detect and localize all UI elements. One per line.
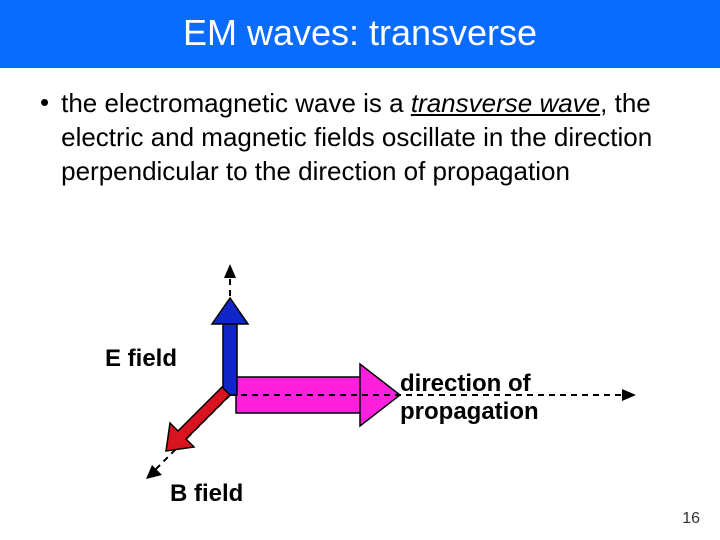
bullet-pre: the electromagnetic wave is a <box>61 88 411 118</box>
propagation-label-line2: propagation <box>400 398 539 426</box>
slide: EM waves: transverse • the electromagnet… <box>0 0 720 540</box>
diagram-svg <box>0 260 720 520</box>
propagation-label-line1: direction of <box>400 370 531 398</box>
title-bar: EM waves: transverse <box>0 0 720 68</box>
bullet-emph: transverse wave <box>411 88 600 118</box>
page-number: 16 <box>682 510 700 528</box>
e-field-label: E field <box>105 345 177 373</box>
b-field-label: B field <box>170 480 243 508</box>
bullet-marker: • <box>40 86 49 118</box>
body: • the electromagnetic wave is a transver… <box>0 68 720 188</box>
bullet-row: • the electromagnetic wave is a transver… <box>40 86 680 188</box>
diagram: E field B field direction of propagation <box>0 260 720 520</box>
slide-title: EM waves: transverse <box>0 0 720 68</box>
bullet-text: the electromagnetic wave is a transverse… <box>61 86 680 188</box>
